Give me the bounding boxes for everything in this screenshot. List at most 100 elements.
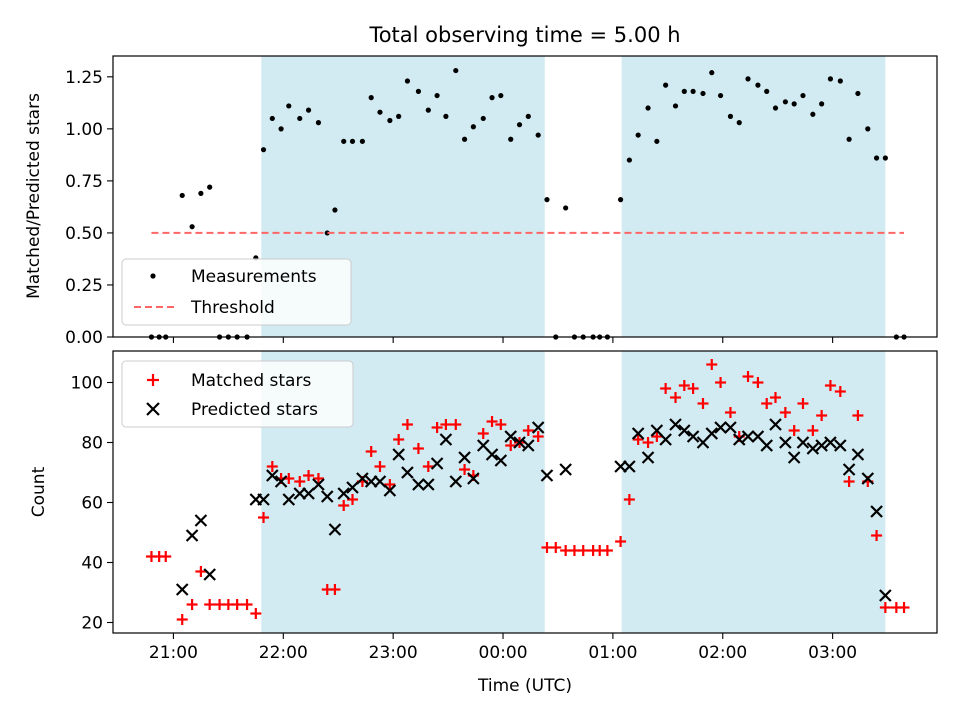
series-measurements-point <box>297 115 303 122</box>
series-measurements-point <box>368 95 374 101</box>
series-predicted-stars-point <box>175 583 189 596</box>
series-measurements-point <box>709 70 715 76</box>
series-matched-stars-point <box>816 410 828 421</box>
series-measurements-point <box>404 78 411 84</box>
bottom-x-tick-label: 23:00 <box>369 643 418 663</box>
series-measurements-point <box>198 190 204 196</box>
series-measurements-point <box>882 155 888 161</box>
legend-measurements-marker <box>150 273 156 279</box>
series-measurements-point <box>349 138 356 144</box>
series-measurements-point <box>617 197 624 203</box>
series-predicted-stars-point <box>203 568 216 581</box>
series-matched-stars-point <box>231 599 243 610</box>
series-matched-stars-point <box>347 494 359 505</box>
series-predicted-stars-point <box>467 472 480 485</box>
series-predicted-stars-point <box>320 490 334 503</box>
top-y-axis-label: Matched/Predicted stars <box>24 93 44 299</box>
series-measurements-point <box>782 99 788 105</box>
series-matched-stars-point <box>495 419 507 430</box>
series-predicted-stars-point <box>401 466 414 479</box>
series-predicted-stars-point <box>631 427 645 440</box>
series-measurements-point <box>332 207 338 213</box>
series-measurements-point <box>535 132 541 138</box>
series-predicted-stars-point <box>412 478 425 491</box>
series-predicted-stars-point <box>669 418 682 431</box>
series-matched-stars-point <box>365 446 377 457</box>
series-measurements-point <box>377 109 383 115</box>
legend-matched-marker <box>147 374 159 386</box>
series-measurements-point <box>544 197 550 203</box>
bottom-legend: Matched stars Predicted stars <box>121 360 354 428</box>
series-matched-stars-point <box>303 470 315 481</box>
series-measurements-point <box>873 155 880 161</box>
series-matched-stars-point <box>176 614 188 625</box>
series-measurements-point <box>635 132 641 138</box>
series-predicted-stars-point <box>194 514 208 527</box>
series-matched-stars-point <box>459 464 471 475</box>
series-measurements-point <box>207 184 213 190</box>
series-measurements-point <box>359 138 365 144</box>
series-predicted-stars-point <box>373 475 387 488</box>
series-predicted-stars-point <box>513 436 526 449</box>
series-predicted-stars-point <box>824 436 837 449</box>
series-matched-stars-point <box>384 479 396 490</box>
series-predicted-stars-point <box>760 439 773 452</box>
series-predicted-stars-point <box>458 451 471 464</box>
series-measurements-point <box>260 147 267 153</box>
legend-matched-label: Matched stars <box>191 371 311 391</box>
series-matched-stars-point <box>577 545 589 556</box>
series-predicted-stars-point <box>787 451 801 464</box>
series-predicted-stars-point <box>870 505 883 518</box>
series-matched-stars-point <box>338 500 350 511</box>
series-matched-stars-point <box>678 380 690 391</box>
series-predicted-stars-point <box>266 469 279 482</box>
bottom-y-ticks: 20 40 60 80 100 <box>71 374 113 634</box>
bottom-axes-frame <box>112 350 938 634</box>
series-matched-stars-point <box>824 380 836 391</box>
series-measurements-point <box>563 205 569 211</box>
series-measurements-point <box>827 76 834 82</box>
series-measurements-point <box>286 103 292 109</box>
series-predicted-stars-point <box>686 430 700 443</box>
series-matched-stars-point <box>266 461 278 472</box>
series-predicted-stars-point <box>531 421 545 434</box>
bottom-x-tick-label: 22:00 <box>259 643 308 663</box>
series-predicted-stars-point <box>449 475 463 488</box>
top-shaded-interval <box>621 56 886 337</box>
series-matched-stars-point <box>186 599 198 610</box>
series-measurements-point <box>626 157 632 163</box>
series-measurements-point <box>800 92 806 99</box>
series-predicted-stars-point <box>282 493 296 506</box>
series-predicted-stars-point <box>346 481 359 494</box>
series-measurements-point <box>434 92 440 99</box>
series-measurements-point <box>837 78 843 84</box>
series-matched-stars-point <box>879 602 891 613</box>
bottom-y-tick-label: 60 <box>81 494 103 514</box>
top-y-ticks: 0.00 0.25 0.50 0.75 1.00 1.25 <box>65 68 113 348</box>
series-predicted-stars-point <box>392 448 405 461</box>
top-panel: 0.00 0.25 0.50 0.75 1.00 1.25 Matched/Predict… <box>24 55 938 348</box>
series-predicted-stars-point <box>559 463 572 476</box>
series-matched-stars-point <box>312 473 324 484</box>
bottom-shaded-intervals <box>261 351 886 633</box>
series-matched-stars-point <box>623 494 635 505</box>
series-matched-stars-point <box>660 383 672 394</box>
series-matched-stars-point <box>687 383 699 394</box>
series-measurements-point <box>855 90 861 97</box>
series-predicted-stars-point <box>257 493 270 506</box>
series-predicted-stars-point <box>879 589 892 602</box>
series-predicted-stars-point <box>312 478 325 491</box>
series-matched-stars-point <box>752 377 764 388</box>
series-matched-stars-point <box>431 422 443 433</box>
series-measurements-point <box>341 138 347 144</box>
series-predicted-stars-point <box>861 472 875 485</box>
series-predicted-stars-point <box>705 427 719 440</box>
series-matched-stars-point <box>422 461 434 472</box>
series-matched-stars-point <box>742 371 754 382</box>
series-predicted-stars-point <box>806 442 820 455</box>
series-measurements-point <box>470 124 476 130</box>
bottom-y-tick-label: 20 <box>81 614 103 634</box>
series-measurements-point <box>791 101 797 107</box>
series-measurements-point <box>324 230 330 236</box>
legend-predicted-marker <box>146 402 160 416</box>
